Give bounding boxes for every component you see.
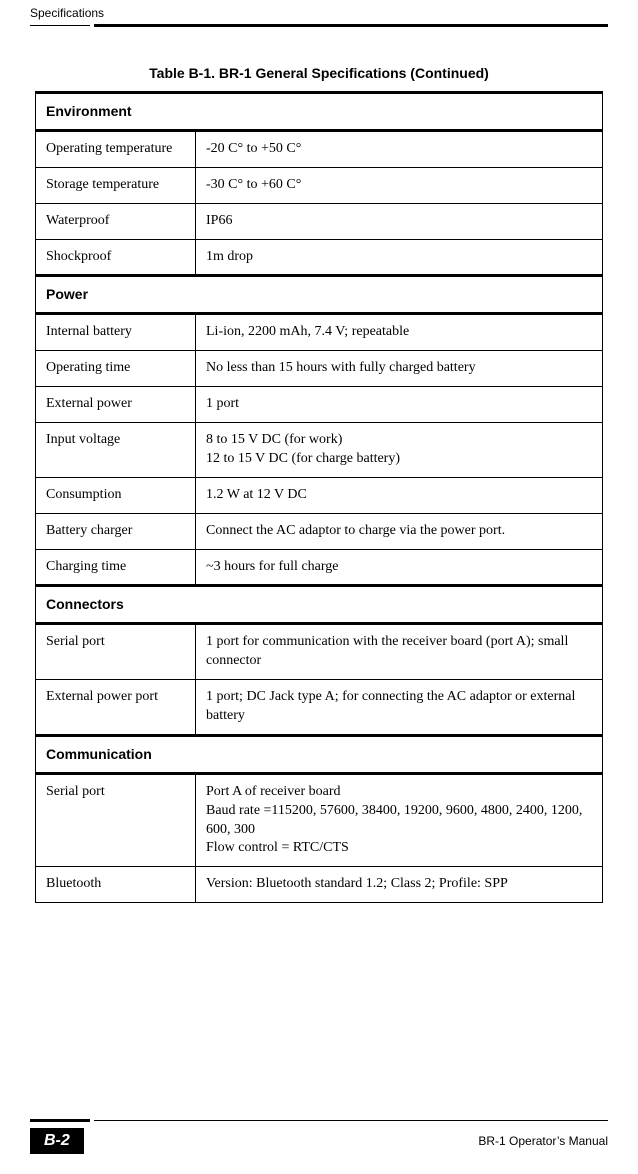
cell-label: Bluetooth: [36, 867, 196, 903]
cell-label: Operating time: [36, 351, 196, 387]
page-number: B-2: [30, 1128, 84, 1154]
cell-label: Waterproof: [36, 203, 196, 239]
cell-value: ~3 hours for full charge: [196, 549, 603, 586]
cell-label: Operating temperature: [36, 130, 196, 167]
cell-label: External power: [36, 387, 196, 423]
cell-value: No less than 15 hours with fully charged…: [196, 351, 603, 387]
cell-label: Input voltage: [36, 423, 196, 478]
cell-label: Shockproof: [36, 239, 196, 276]
footer-rule: [30, 1119, 608, 1122]
cell-value: -30 C° to +60 C°: [196, 167, 603, 203]
cell-label: Battery charger: [36, 513, 196, 549]
cell-label: External power port: [36, 680, 196, 736]
cell-value: 8 to 15 V DC (for work)12 to 15 V DC (fo…: [196, 423, 603, 478]
section-environment: Environment: [36, 93, 603, 131]
table-caption: Table B-1. BR-1 General Specifications (…: [0, 65, 638, 81]
cell-value: Port A of receiver boardBaud rate =11520…: [196, 773, 603, 867]
cell-value: 1.2 W at 12 V DC: [196, 477, 603, 513]
cell-label: Serial port: [36, 773, 196, 867]
section-communication: Communication: [36, 735, 603, 773]
cell-value: 1 port; DC Jack type A; for connecting t…: [196, 680, 603, 736]
cell-label: Consumption: [36, 477, 196, 513]
cell-value: -20 C° to +50 C°: [196, 130, 603, 167]
header-rule: [30, 24, 608, 27]
cell-label: Internal battery: [36, 314, 196, 351]
specifications-table: Environment Operating temperature -20 C°…: [35, 91, 603, 903]
cell-label: Storage temperature: [36, 167, 196, 203]
cell-label: Charging time: [36, 549, 196, 586]
cell-value: 1 port: [196, 387, 603, 423]
page-footer: B-2 BR-1 Operator’s Manual: [30, 1119, 608, 1154]
section-connectors: Connectors: [36, 586, 603, 624]
cell-value: 1 port for communication with the receiv…: [196, 624, 603, 680]
cell-value: 1m drop: [196, 239, 603, 276]
section-power: Power: [36, 276, 603, 314]
cell-label: Serial port: [36, 624, 196, 680]
cell-value: Li-ion, 2200 mAh, 7.4 V; repeatable: [196, 314, 603, 351]
cell-value: IP66: [196, 203, 603, 239]
page-header-title: Specifications: [30, 6, 104, 20]
cell-value: Version: Bluetooth standard 1.2; Class 2…: [196, 867, 603, 903]
manual-name: BR-1 Operator’s Manual: [478, 1134, 608, 1148]
cell-value: Connect the AC adaptor to charge via the…: [196, 513, 603, 549]
